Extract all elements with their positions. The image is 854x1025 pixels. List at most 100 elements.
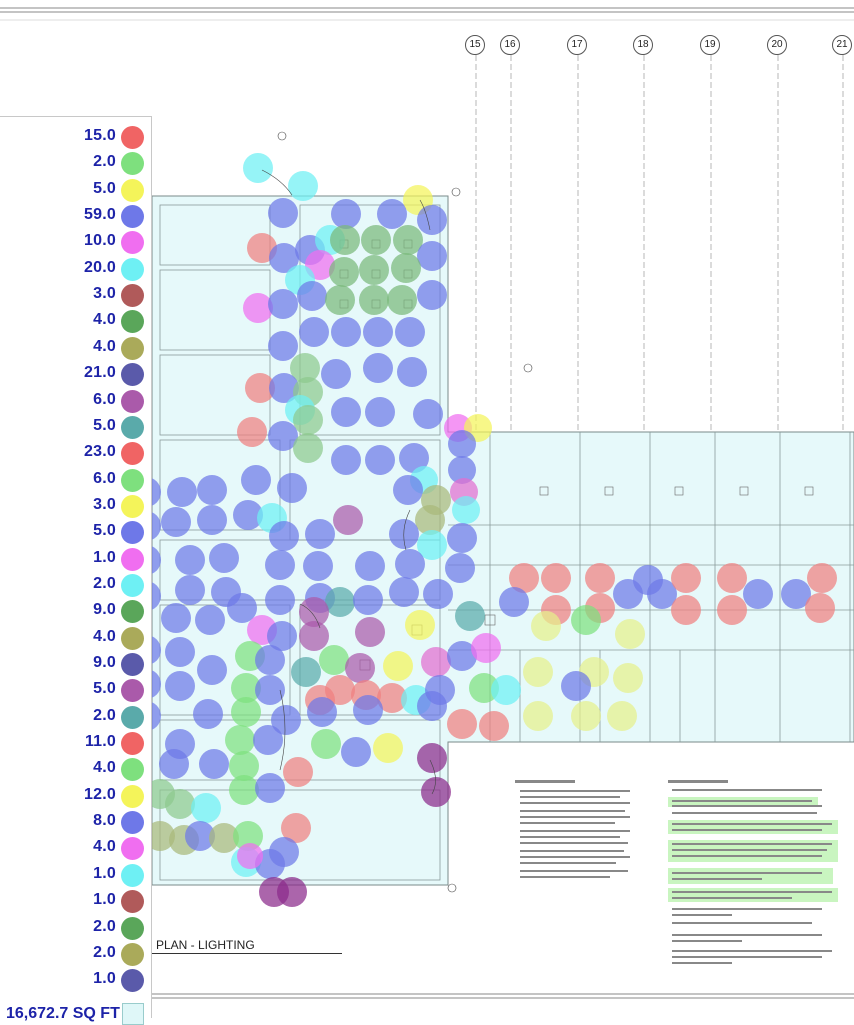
legend-row: 11.0 [0, 731, 152, 757]
legend-value: 8.0 [93, 812, 116, 830]
coverage-circle [417, 691, 447, 721]
coverage-circle [299, 317, 329, 347]
coverage-circle [523, 657, 553, 687]
legend-swatch [121, 442, 144, 466]
legend-swatch [121, 178, 144, 202]
coverage-circle [717, 563, 747, 593]
coverage-circle [197, 475, 227, 505]
coverage-circle [421, 777, 451, 807]
coverage-circle [233, 821, 263, 851]
coverage-circle [237, 843, 263, 869]
coverage-circle [197, 655, 227, 685]
coverage-circle [293, 433, 323, 463]
column-grid-lines [475, 55, 844, 430]
coverage-circle [197, 505, 227, 535]
coverage-circle [229, 775, 259, 805]
coverage-circle [331, 317, 361, 347]
coverage-circle [445, 553, 475, 583]
legend-swatch [121, 284, 144, 308]
coverage-circle [448, 456, 476, 484]
coverage-circle [395, 549, 425, 579]
legend-value: 2.0 [93, 943, 116, 961]
coverage-circle [455, 601, 485, 631]
column-label-18: 18 [633, 35, 653, 55]
legend-value: 21.0 [84, 364, 116, 382]
coverage-circle [269, 837, 299, 867]
coverage-circle [807, 563, 837, 593]
legend-value: 2.0 [93, 153, 116, 171]
coverage-circle [268, 198, 298, 228]
coverage-circle [165, 637, 195, 667]
legend-value: 1.0 [93, 864, 116, 882]
new-work-notes [668, 780, 838, 964]
coverage-circle [305, 519, 335, 549]
coverage-circle [165, 789, 195, 819]
coverage-circle [365, 445, 395, 475]
coverage-circle [393, 475, 423, 505]
coverage-circle [243, 153, 273, 183]
coverage-circle [383, 651, 413, 681]
coverage-circle [499, 587, 529, 617]
legend-value: 23.0 [84, 443, 116, 461]
coverage-circle [523, 701, 553, 731]
coverage-circle [231, 697, 261, 727]
coverage-circle [331, 199, 361, 229]
coverage-circle [397, 357, 427, 387]
coverage-circle [781, 579, 811, 609]
coverage-circle [561, 671, 591, 701]
legend-value: 6.0 [93, 390, 116, 408]
legend-value: 1.0 [93, 548, 116, 566]
column-label-15: 15 [465, 35, 485, 55]
fixture-arcs [261, 169, 436, 795]
coverage-circle [387, 285, 417, 315]
coverage-circle [321, 359, 351, 389]
coverage-circle [159, 749, 189, 779]
legend-row: 1.0 [0, 547, 152, 573]
legend-value: 6.0 [93, 469, 116, 487]
legend-swatch [121, 336, 144, 360]
coverage-circle [571, 605, 601, 635]
legend-row: 10.0 [0, 230, 152, 256]
legend-row: 4.0 [0, 336, 152, 362]
coverage-circle [145, 821, 175, 851]
coverage-circle [255, 675, 285, 705]
coverage-circle [585, 563, 615, 593]
coverage-circle [395, 317, 425, 347]
coverage-circle [281, 813, 311, 843]
legend-value: 5.0 [93, 680, 116, 698]
coverage-circle [303, 551, 333, 581]
coverage-circle [471, 633, 501, 663]
legend-value: 4.0 [93, 627, 116, 645]
legend-swatch [121, 969, 144, 993]
coverage-circle [479, 711, 509, 741]
coverage-circle [399, 443, 429, 473]
coverage-circle [355, 551, 385, 581]
coverage-circle [353, 585, 383, 615]
legend-value: 9.0 [93, 601, 116, 619]
legend-value: 5.0 [93, 416, 116, 434]
legend-row: 20.0 [0, 257, 152, 283]
coverage-circle [373, 733, 403, 763]
legend-swatch [121, 152, 144, 176]
coverage-circle [167, 477, 197, 507]
coverage-circle [297, 281, 327, 311]
coverage-circle [283, 757, 313, 787]
coverage-circle [341, 737, 371, 767]
coverage-circle [269, 243, 299, 273]
coverage-circle [447, 641, 477, 671]
coverage-circle [269, 521, 299, 551]
legend-row: 3.0 [0, 494, 152, 520]
legend-row: 6.0 [0, 468, 152, 494]
coverage-circle [405, 610, 435, 640]
coverage-circle [265, 585, 295, 615]
legend-swatch [121, 758, 144, 782]
legend-row: 5.0 [0, 415, 152, 441]
column-label-20: 20 [767, 35, 787, 55]
legend-row: 8.0 [0, 810, 152, 836]
legend-value: 11.0 [84, 733, 116, 751]
coverage-circle [193, 699, 223, 729]
coverage-circle [413, 399, 443, 429]
legend-value: 9.0 [93, 654, 116, 671]
legend-value: 3.0 [93, 495, 116, 513]
coverage-circle [615, 619, 645, 649]
